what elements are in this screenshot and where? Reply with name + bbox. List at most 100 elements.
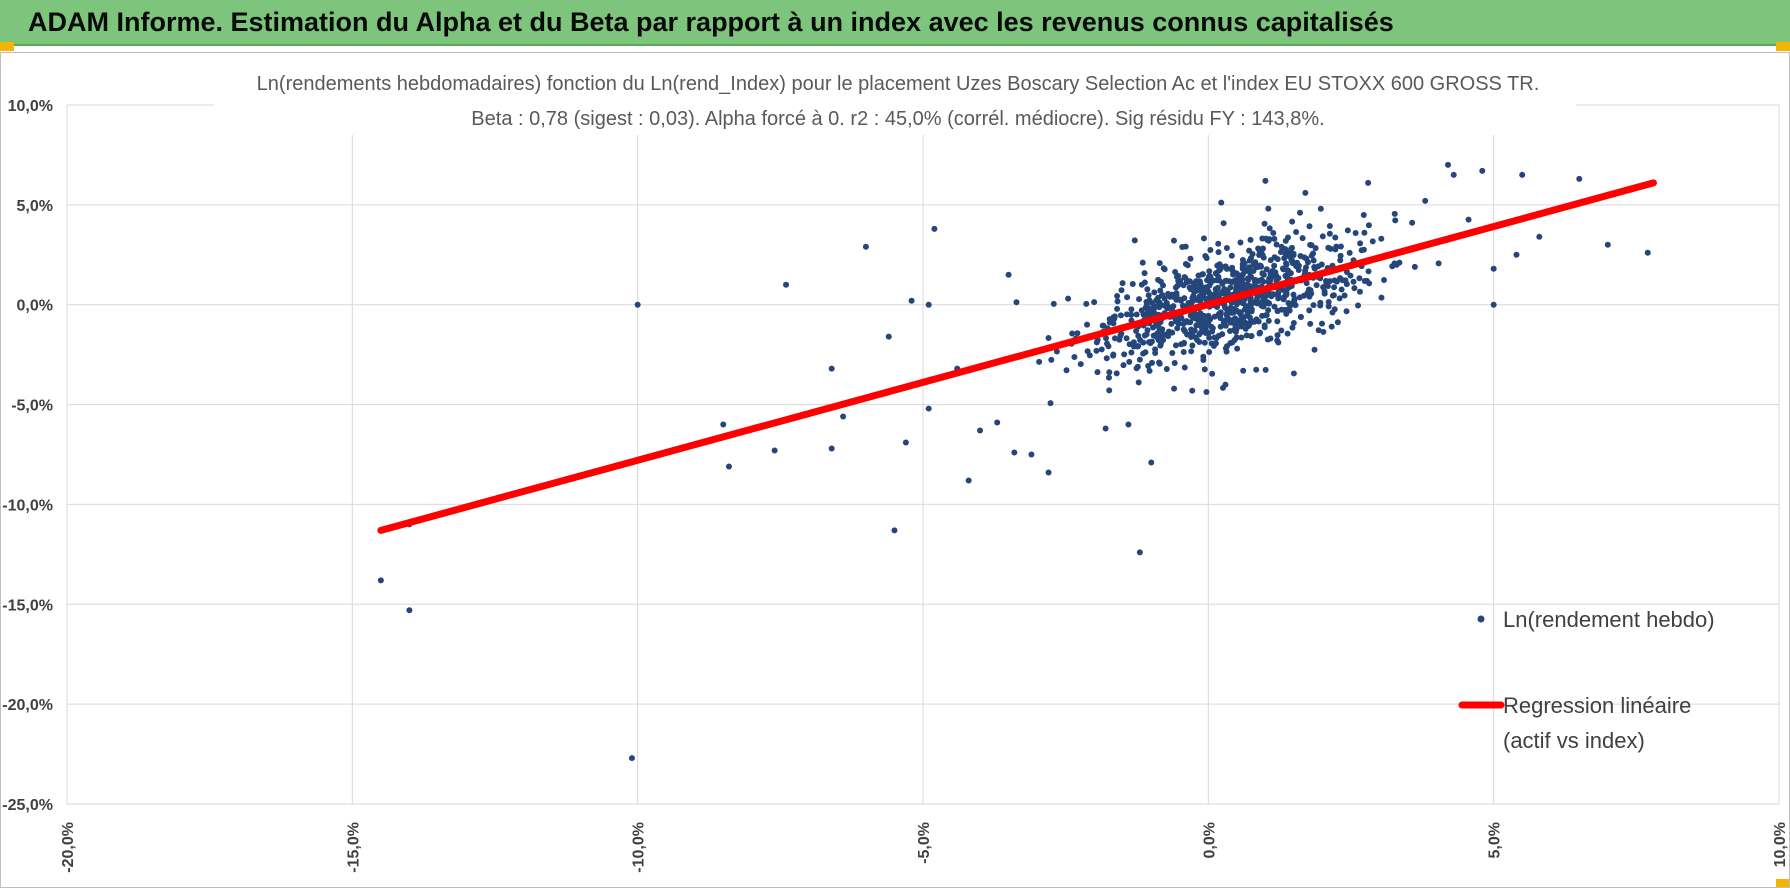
scatter-point — [1355, 302, 1362, 309]
y-tick-label: 0,0% — [17, 298, 53, 315]
scatter-point — [1644, 249, 1651, 256]
scatter-point — [1490, 265, 1497, 272]
scatter-point — [771, 447, 778, 454]
scatter-point — [725, 463, 732, 470]
scatter-point — [1212, 290, 1219, 297]
scatter-points — [377, 161, 1651, 762]
scatter-point — [1604, 241, 1611, 248]
scatter-point — [1204, 287, 1211, 294]
scatter-point — [1123, 335, 1130, 342]
scatter-point — [1192, 334, 1199, 341]
scatter-point — [1262, 177, 1269, 184]
scatter-point — [1319, 233, 1326, 240]
scatter-point — [885, 333, 892, 340]
scatter-point — [1106, 316, 1113, 323]
scatter-point — [1215, 240, 1222, 247]
scatter-point — [1205, 330, 1212, 337]
scatter-point — [1177, 297, 1184, 304]
scatter-point — [1159, 291, 1166, 298]
legend: Ln(rendement hebdo) Regression linéaire … — [1458, 607, 1715, 753]
scatter-point — [1263, 266, 1270, 273]
scatter-point — [1263, 312, 1270, 319]
scatter-point — [902, 439, 909, 446]
scatter-point — [1396, 259, 1403, 266]
scatter-point — [1142, 349, 1149, 356]
scatter-point — [1120, 362, 1127, 369]
scatter-point — [1295, 266, 1302, 273]
scatter-point — [1181, 274, 1188, 281]
scatter-point — [1233, 334, 1240, 341]
scatter-point — [1320, 328, 1327, 335]
scatter-point — [1361, 278, 1368, 285]
scatter-point — [1201, 339, 1208, 346]
scatter-point — [1199, 284, 1206, 291]
scatter-point — [1136, 549, 1143, 556]
scatter-point — [1283, 261, 1290, 268]
scatter-point — [1381, 277, 1388, 284]
scatter-point — [1315, 263, 1322, 270]
scatter-point — [1290, 370, 1297, 377]
scatter-point — [1252, 259, 1259, 266]
scatter-point — [1114, 298, 1121, 305]
scatter-point — [1356, 275, 1363, 282]
scatter-point — [1091, 299, 1098, 306]
scatter-point — [1536, 233, 1543, 240]
scatter-point — [908, 297, 915, 304]
scatter-point — [1219, 384, 1226, 391]
scatter-point — [1576, 175, 1583, 182]
scatter-point — [965, 477, 972, 484]
scatter-point — [1337, 257, 1344, 264]
scatter-point — [1392, 217, 1399, 224]
scatter-point — [1271, 303, 1278, 310]
scatter-point — [1199, 271, 1206, 278]
scatter-point — [1114, 305, 1121, 312]
scatter-point — [1144, 309, 1151, 316]
scatter-point — [1169, 329, 1176, 336]
scatter-point — [1170, 237, 1177, 244]
scatter-point — [1307, 320, 1314, 327]
scatter-point — [1110, 320, 1117, 327]
scatter-point — [1050, 300, 1057, 307]
scatter-point — [377, 577, 384, 584]
scatter-point — [1045, 469, 1052, 476]
scatter-point — [1273, 272, 1280, 279]
scatter-point — [1215, 332, 1222, 339]
scatter-point — [1113, 370, 1120, 377]
scatter-point — [1259, 277, 1266, 284]
scatter-point — [1114, 292, 1121, 299]
scatter-point — [1288, 257, 1295, 264]
scatter-point — [1239, 276, 1246, 283]
scatter-point — [1110, 352, 1117, 359]
scatter-point — [1273, 241, 1280, 248]
scatter-point — [1260, 271, 1267, 278]
scatter-point — [1325, 298, 1332, 305]
scatter-point — [1187, 255, 1194, 262]
scatter-point — [1253, 277, 1260, 284]
legend-label-line-2: (actif vs index) — [1503, 728, 1645, 753]
scatter-point — [1069, 330, 1076, 337]
scatter-point — [1297, 313, 1304, 320]
chart-title-line1: Ln(rendements hebdomadaires) fonction du… — [257, 73, 1540, 95]
scatter-point — [1331, 284, 1338, 291]
scatter-point — [1337, 243, 1344, 250]
scatter-point — [1222, 345, 1229, 352]
scatter-point — [1310, 302, 1317, 309]
scatter-point — [1221, 286, 1228, 293]
scatter-point — [1173, 290, 1180, 297]
scatter-point — [1409, 219, 1416, 226]
chart-area: -20,0% -15,0% -10,0% -5,0% 0,0% 5,0% 10,0% -25… — [0, 52, 1790, 888]
scatter-point — [1227, 284, 1234, 291]
scatter-point — [1265, 307, 1272, 314]
scatter-point — [1231, 269, 1238, 276]
scatter-point — [1331, 306, 1338, 313]
scatter-point — [1265, 237, 1272, 244]
scatter-point — [977, 427, 984, 434]
scatter-point — [1186, 278, 1193, 285]
scatter-point — [1128, 349, 1135, 356]
scatter-point — [994, 419, 1001, 426]
scatter-point — [1217, 323, 1224, 330]
scatter-point — [1131, 237, 1138, 244]
scatter-point — [1343, 308, 1350, 315]
scatter-point — [1239, 261, 1246, 268]
scatter-point — [1172, 284, 1179, 291]
